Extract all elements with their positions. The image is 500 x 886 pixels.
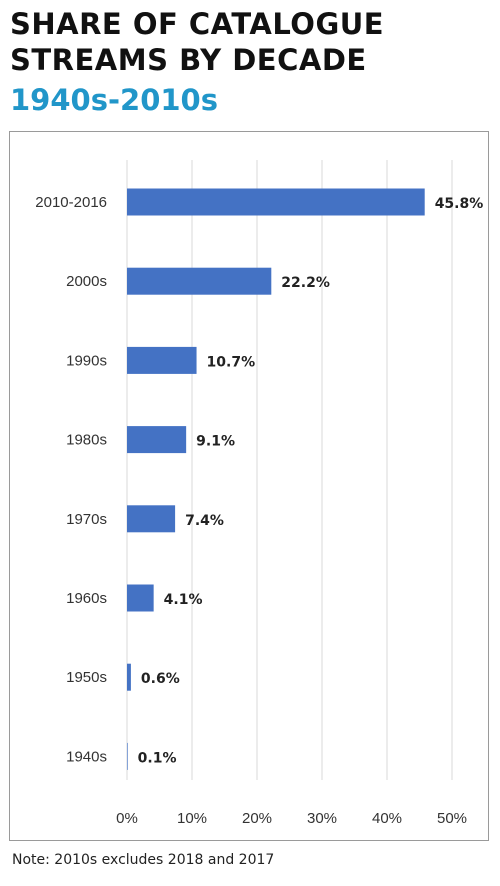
bar — [127, 505, 176, 533]
x-tick-label: 50% — [437, 810, 467, 827]
x-tick-label: 0% — [116, 810, 138, 827]
bar — [127, 426, 187, 454]
category-label: 2010-2016 — [35, 194, 107, 211]
bar — [127, 188, 425, 216]
category-label: 2000s — [66, 273, 107, 290]
category-label: 1940s — [66, 748, 107, 765]
x-tick-label: 20% — [242, 810, 272, 827]
category-label: 1990s — [66, 352, 107, 369]
footnote: Note: 2010s excludes 2018 and 2017 — [12, 852, 275, 868]
x-tick-label: 10% — [177, 810, 207, 827]
value-label: 9.1% — [196, 434, 235, 450]
chart-subtitle: 1940s-2010s — [10, 83, 218, 117]
value-label: 0.1% — [138, 750, 177, 766]
value-label: 7.4% — [185, 513, 224, 529]
bar — [127, 663, 131, 691]
category-label: 1970s — [66, 511, 107, 528]
bar — [127, 346, 197, 374]
x-tick-label: 40% — [372, 810, 402, 827]
chart-title-text: SHARE OF CATALOGUE STREAMS BY DECADE — [10, 7, 385, 77]
bar — [127, 267, 272, 295]
chart-frame — [9, 131, 489, 841]
category-label: 1960s — [66, 590, 107, 607]
bar — [127, 584, 154, 612]
category-label: 1980s — [66, 432, 107, 449]
bar — [127, 742, 128, 770]
value-label: 4.1% — [164, 592, 203, 608]
chart-title: SHARE OF CATALOGUE STREAMS BY DECADE — [10, 6, 500, 78]
value-label: 10.7% — [207, 354, 256, 370]
value-label: 0.6% — [141, 671, 180, 687]
category-label: 1950s — [66, 669, 107, 686]
value-label: 45.8% — [435, 196, 484, 212]
value-label: 22.2% — [281, 275, 330, 291]
x-tick-label: 30% — [307, 810, 337, 827]
